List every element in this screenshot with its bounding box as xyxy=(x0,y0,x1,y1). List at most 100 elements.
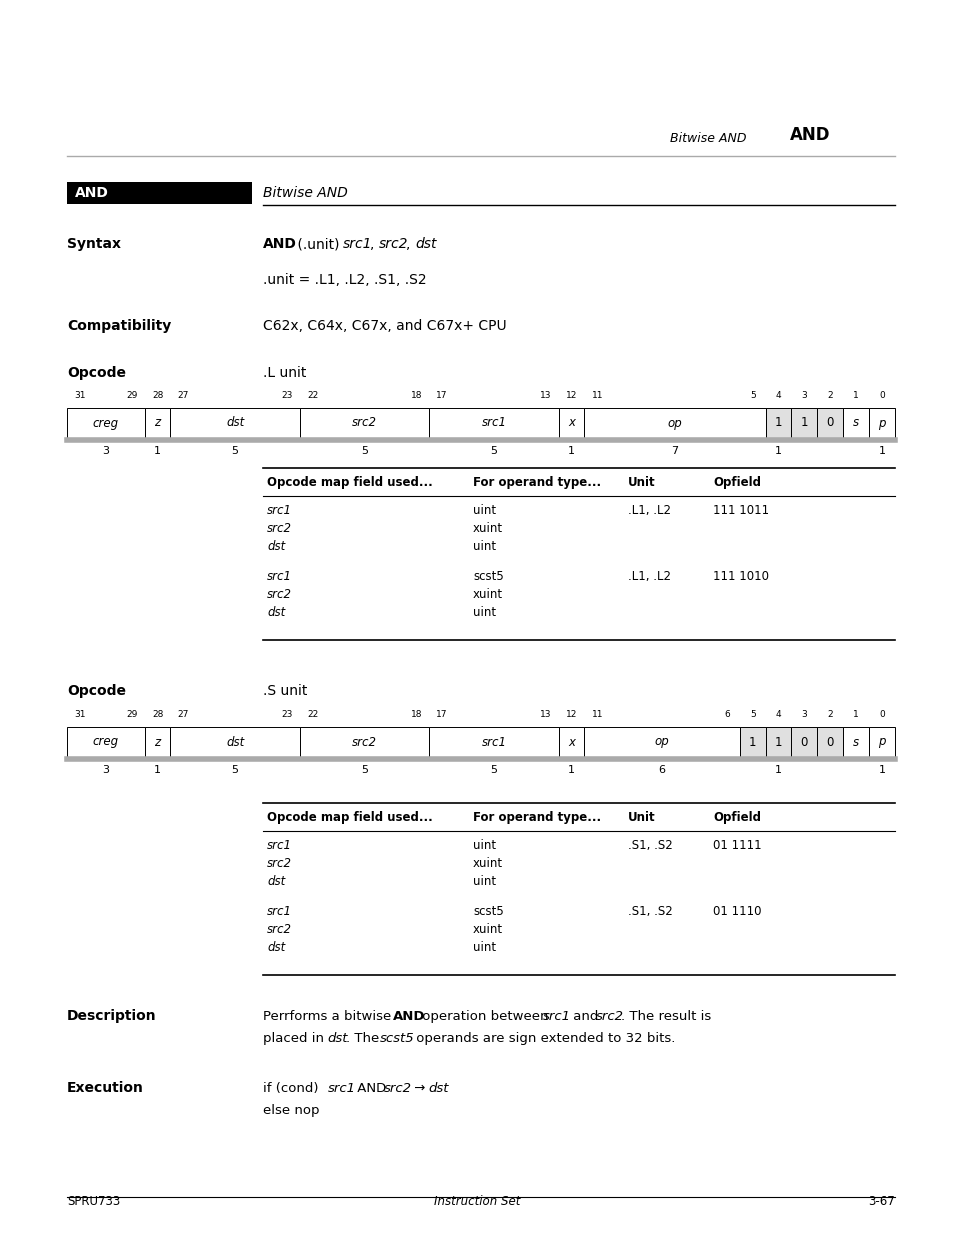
Text: 5: 5 xyxy=(749,391,755,400)
Text: Description: Description xyxy=(67,1009,156,1023)
Text: src1: src1 xyxy=(481,416,506,430)
Text: dst: dst xyxy=(267,606,285,619)
Text: p: p xyxy=(878,736,885,748)
Text: src1: src1 xyxy=(267,571,292,583)
Bar xyxy=(817,408,842,438)
Text: 01 1111: 01 1111 xyxy=(712,839,760,852)
Text: xuint: xuint xyxy=(473,522,502,535)
Bar xyxy=(817,727,842,757)
Text: p: p xyxy=(878,416,885,430)
Text: and: and xyxy=(568,1010,602,1023)
Text: operation between: operation between xyxy=(417,1010,552,1023)
Text: Opfield: Opfield xyxy=(712,811,760,824)
Text: 17: 17 xyxy=(436,710,448,719)
Text: For operand type...: For operand type... xyxy=(473,475,600,489)
Text: 1: 1 xyxy=(567,446,575,456)
Text: src1: src1 xyxy=(267,504,292,517)
Text: src1: src1 xyxy=(481,736,506,748)
Text: . The: . The xyxy=(346,1032,383,1045)
Text: z: z xyxy=(154,736,160,748)
Text: scst5: scst5 xyxy=(473,571,503,583)
Text: 22: 22 xyxy=(307,391,318,400)
Bar xyxy=(67,182,252,204)
Text: 1: 1 xyxy=(878,446,884,456)
Text: 1: 1 xyxy=(567,764,575,776)
Text: 7: 7 xyxy=(671,446,678,456)
Text: src2: src2 xyxy=(596,1010,623,1023)
Text: .L1, .L2: .L1, .L2 xyxy=(627,571,670,583)
Text: 0: 0 xyxy=(879,710,884,719)
Bar xyxy=(791,408,817,438)
Text: 29: 29 xyxy=(126,391,137,400)
Text: 1: 1 xyxy=(748,736,756,748)
Text: uint: uint xyxy=(473,504,496,517)
Text: Opcode: Opcode xyxy=(67,684,126,698)
Bar xyxy=(145,408,171,438)
Text: if (cond): if (cond) xyxy=(263,1082,322,1095)
Bar xyxy=(171,727,299,757)
Text: 27: 27 xyxy=(177,710,189,719)
Text: 3-67: 3-67 xyxy=(867,1195,894,1208)
Text: SPRU733: SPRU733 xyxy=(67,1195,120,1208)
Text: AND: AND xyxy=(263,237,296,251)
Text: .L1, .L2: .L1, .L2 xyxy=(627,504,670,517)
Text: 01 1110: 01 1110 xyxy=(712,905,760,918)
Bar xyxy=(584,408,765,438)
Text: 31: 31 xyxy=(74,391,86,400)
Text: dst: dst xyxy=(267,876,285,888)
Text: src2: src2 xyxy=(267,857,292,869)
Text: .S unit: .S unit xyxy=(263,684,307,698)
Bar xyxy=(791,727,817,757)
Text: s: s xyxy=(852,736,859,748)
Text: scst5: scst5 xyxy=(473,905,503,918)
Text: 2: 2 xyxy=(826,710,832,719)
Text: 23: 23 xyxy=(281,391,293,400)
Text: ,: , xyxy=(406,237,415,251)
Text: dst: dst xyxy=(226,736,244,748)
Bar xyxy=(842,727,868,757)
Text: Unit: Unit xyxy=(627,811,655,824)
Text: 4: 4 xyxy=(775,710,781,719)
Text: else nop: else nop xyxy=(263,1104,319,1116)
Text: (.unit): (.unit) xyxy=(293,237,343,251)
Text: Opcode map field used...: Opcode map field used... xyxy=(267,811,433,824)
Text: Perrforms a bitwise: Perrforms a bitwise xyxy=(263,1010,395,1023)
Text: 27: 27 xyxy=(177,391,189,400)
Text: 1: 1 xyxy=(153,764,161,776)
Text: x: x xyxy=(567,736,575,748)
Bar xyxy=(739,727,765,757)
Text: Bitwise AND: Bitwise AND xyxy=(669,132,745,144)
Text: 11: 11 xyxy=(591,391,602,400)
Text: xuint: xuint xyxy=(473,923,502,936)
Bar xyxy=(145,727,171,757)
Text: .L unit: .L unit xyxy=(263,366,306,380)
Text: 12: 12 xyxy=(565,391,577,400)
Text: AND: AND xyxy=(393,1010,425,1023)
Text: xuint: xuint xyxy=(473,857,502,869)
Text: .S1, .S2: .S1, .S2 xyxy=(627,905,672,918)
Text: xuint: xuint xyxy=(473,588,502,601)
Text: uint: uint xyxy=(473,876,496,888)
Text: 18: 18 xyxy=(410,391,421,400)
Text: ,: , xyxy=(370,237,378,251)
Bar xyxy=(765,408,791,438)
Text: src2: src2 xyxy=(267,923,292,936)
Bar xyxy=(842,408,868,438)
Text: src2: src2 xyxy=(378,237,408,251)
Text: 11: 11 xyxy=(591,710,602,719)
Text: . The result is: . The result is xyxy=(620,1010,711,1023)
Text: src2: src2 xyxy=(384,1082,412,1095)
Text: 23: 23 xyxy=(281,710,293,719)
Text: 6: 6 xyxy=(723,710,729,719)
Text: operands are sign extended to 32 bits.: operands are sign extended to 32 bits. xyxy=(412,1032,675,1045)
Text: 3: 3 xyxy=(801,710,806,719)
Text: 3: 3 xyxy=(801,391,806,400)
Text: 1: 1 xyxy=(774,416,781,430)
Text: .unit = .L1, .L2, .S1, .S2: .unit = .L1, .L2, .S1, .S2 xyxy=(263,273,426,287)
Text: 5: 5 xyxy=(232,446,238,456)
Text: Execution: Execution xyxy=(67,1081,144,1095)
Text: 1: 1 xyxy=(153,446,161,456)
Text: 1: 1 xyxy=(852,710,858,719)
Text: dst: dst xyxy=(428,1082,448,1095)
Bar xyxy=(429,727,558,757)
